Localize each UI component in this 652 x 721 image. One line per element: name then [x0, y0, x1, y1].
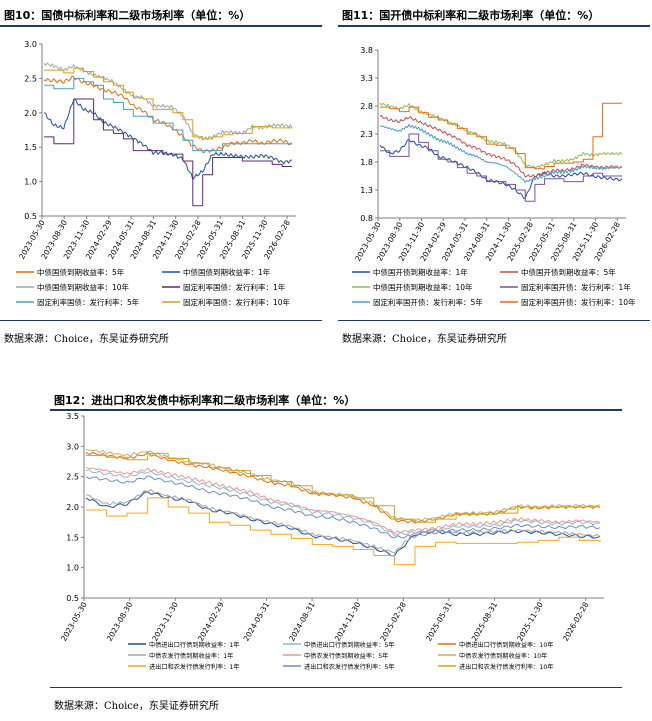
chart-2-svg: 0.81.31.82.32.83.33.82023-05-302023-08-3…	[352, 46, 636, 307]
x-tick-label: 2024-02-29	[196, 600, 226, 642]
series-line-2	[379, 114, 623, 178]
chart-3-rule-bottom	[50, 687, 622, 688]
series-line-5	[44, 77, 292, 152]
legend-label-6: 中债农发行债到期收益率：10年	[459, 652, 547, 660]
series-line-6	[85, 448, 601, 522]
y-tick-label: 1.0	[66, 564, 79, 573]
series-line-6	[44, 67, 292, 140]
series-line-4	[85, 489, 601, 554]
legend-label-5: 固定利率国债：发行利率：5年	[37, 297, 140, 307]
series-line-2	[85, 469, 600, 536]
x-tick-label: 2024-08-31	[287, 600, 317, 642]
legend-label-3: 中债国债到期收益率：10年	[37, 282, 130, 292]
series-line-5	[85, 467, 601, 534]
chart-panel-3: 图12：进出口和农发债中标利率和二级市场利率（单位：%） 0.5 1.0 1.5 2.…	[0, 386, 652, 721]
series-line-7	[86, 497, 601, 566]
legend-label-9: 进出口和农发行债发行利率：10年	[459, 663, 554, 671]
y-tick-label: 2.3	[360, 130, 373, 139]
x-tick-label: 2023-05-30	[59, 600, 89, 642]
series-line-1	[43, 75, 293, 153]
series-line-9	[86, 453, 600, 523]
y-tick-label: 3.0	[24, 40, 37, 49]
legend-label-1: 中债国债到期收益率：5年	[37, 267, 125, 277]
y-tick-label: 2.8	[360, 102, 373, 111]
legend-label-6: 固定利率国债：发行利率：10年	[183, 297, 291, 307]
y-tick-label: 2.0	[66, 503, 79, 512]
chart-3-title: 图12：进出口和农发债中标利率和二级市场利率（单位：%）	[54, 394, 356, 407]
x-tick-label: 2025-05-31	[424, 600, 454, 642]
y-tick-label: 2.5	[24, 74, 37, 83]
x-tick-label: 2023-11-30	[150, 600, 180, 642]
series-line-3	[43, 62, 293, 141]
series-line-4	[44, 98, 292, 207]
legend-label-5: 固定利率国开债：发行利率：5年	[373, 297, 483, 307]
chart-panel-1: 图10：国债中标利率和二级市场利率（单位：%） 0.5 1.0 1.5 2.0 2.5 3…	[0, 0, 326, 350]
y-tick-label: 1.5	[24, 143, 37, 152]
chart-1-rule-bottom	[0, 320, 322, 321]
legend-label-2: 中债国开债到期收益率：5年	[521, 267, 616, 277]
legend-label-2: 中债国债到期收益率：1年	[183, 267, 271, 277]
series-line-3	[379, 102, 623, 169]
chart-2-title: 图11：国开债中标利率和二级市场利率（单位：%）	[342, 9, 600, 22]
chart-3-source: 数据来源：Choice，东吴证券研究所	[54, 701, 219, 712]
chart-2-rule-top	[338, 25, 650, 27]
chart-1-rule-top	[0, 25, 322, 27]
legend-label-3: 中债国开债到期收益率：10年	[373, 282, 473, 292]
legend-label-4: 固定利率国债：发行利率：1年	[183, 282, 286, 292]
legend-label-1: 中债进出口行债到期收益率：1年	[149, 641, 240, 649]
legend-label-6: 固定利率国开债：发行利率：10年	[521, 297, 636, 307]
chart-panel-2: 图11：国开债中标利率和二级市场利率（单位：%） 0.8 1.3 1.8 2.3 2.8…	[326, 0, 652, 350]
y-tick-label: 0.5	[24, 212, 37, 221]
series-line-3	[85, 451, 601, 524]
x-tick-label: 2025-08-31	[470, 600, 500, 642]
x-tick-label: 2026-02-28	[561, 600, 591, 642]
chart-1-source: 数据来源：Choice，东吴证券研究所	[4, 334, 169, 345]
x-tick-label: 2023-08-30	[105, 600, 135, 642]
series-line-4	[380, 133, 622, 202]
series-line-1	[379, 139, 623, 200]
legend-label-4: 固定利率国开债：发行利率：1年	[521, 282, 631, 292]
y-tick-label: 0.8	[360, 214, 373, 223]
series-line-8	[85, 475, 601, 539]
chart-1-svg: 0.51.01.52.02.53.02023-05-302023-08-3020…	[16, 40, 296, 307]
y-tick-label: 3.3	[360, 74, 373, 83]
y-tick-label: 1.3	[360, 186, 373, 195]
series-line-6	[380, 102, 622, 170]
legend-label-5: 中债农发行债到期收益率：5年	[304, 652, 388, 660]
y-tick-label: 1.8	[360, 158, 373, 167]
legend-label-1: 中债国开债到期收益率：1年	[373, 267, 468, 277]
legend-label-4: 中债农发行债到期收益率：1年	[149, 652, 233, 660]
series-line-5	[379, 124, 623, 183]
legend-label-7: 进出口和农发行债发行利率：1年	[149, 663, 240, 671]
x-tick-label: 2025-02-28	[378, 600, 408, 642]
y-tick-label: 0.5	[66, 594, 79, 603]
legend-label-2: 中债进出口行债到期收益率：5年	[304, 641, 395, 649]
legend-label-3: 中债进出口行债到期收益率：10年	[459, 641, 554, 649]
y-tick-label: 2.5	[66, 473, 79, 482]
chart-1-title: 图10：国债中标利率和二级市场利率（单位：%）	[4, 9, 251, 22]
x-tick-label: 2024-11-30	[333, 600, 363, 642]
y-tick-label: 3.8	[360, 46, 373, 55]
chart-3-svg: 0.5 1.0 1.5 2.0 2.5 3.0 3.5 2023-05-30 2023-08-3…	[59, 412, 604, 671]
y-tick-label: 1.5	[66, 533, 79, 542]
legend-label-8: 进出口和农发行债发行利率：5年	[304, 663, 395, 671]
y-tick-label: 3.0	[66, 442, 79, 451]
chart-3-rule-top	[50, 409, 622, 411]
chart-2-source: 数据来源：Choice，东吴证券研究所	[342, 334, 507, 345]
y-tick-label: 1.0	[24, 178, 37, 187]
y-tick-label: 2.0	[24, 109, 37, 118]
y-tick-label: 3.5	[66, 412, 79, 421]
chart-2-rule-bottom	[338, 320, 650, 321]
x-tick-label: 2025-11-30	[515, 600, 545, 642]
x-tick-label: 2024-05-31	[242, 600, 272, 642]
series-line-2	[43, 98, 293, 180]
